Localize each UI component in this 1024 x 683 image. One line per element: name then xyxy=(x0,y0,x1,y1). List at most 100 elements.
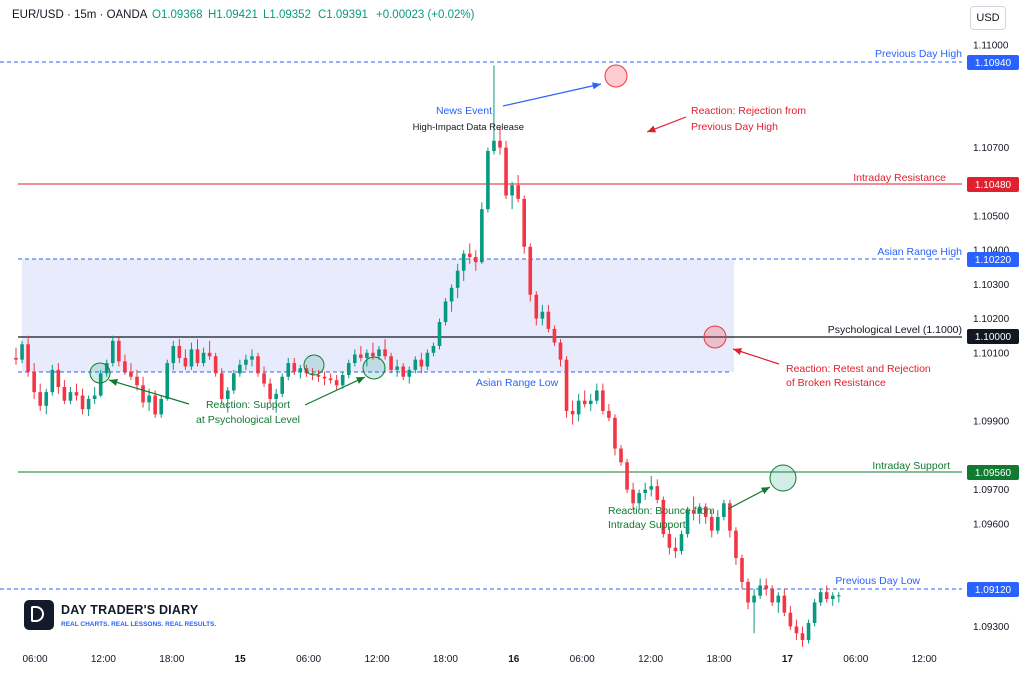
candle-body xyxy=(752,595,756,603)
candle-body xyxy=(570,410,575,415)
bounce-annotation-line2: Intraday Support xyxy=(608,519,686,531)
psychological-level-label: Psychological Level (1.1000) xyxy=(828,324,962,336)
candle-body xyxy=(800,633,805,641)
candle-body xyxy=(637,493,641,504)
candle-body xyxy=(601,390,605,411)
symbol-title: EUR/USD · 15m · OANDA xyxy=(12,9,148,21)
candle-body xyxy=(20,344,24,360)
candle-body xyxy=(588,400,593,405)
candle-body xyxy=(534,294,539,319)
candle-body xyxy=(740,558,744,582)
candle-body xyxy=(812,602,817,623)
candle-body xyxy=(480,209,484,263)
bounce-marker xyxy=(769,464,797,492)
candle-body xyxy=(576,400,581,415)
candle-body xyxy=(286,363,291,377)
asian-range-low-label: Asian Range Low xyxy=(476,377,559,389)
candle-body xyxy=(546,311,551,329)
support-marker-3 xyxy=(362,356,386,380)
price-tick-label: 1.11000 xyxy=(973,41,1009,52)
candle-body xyxy=(353,354,357,364)
candle-body xyxy=(80,395,85,410)
candle-body xyxy=(734,530,738,558)
annotations: News Event High-Impact Data Release Reac… xyxy=(196,105,931,531)
candle-body xyxy=(461,253,466,271)
candle-body xyxy=(467,253,472,258)
price-tick-label: 1.10300 xyxy=(973,280,1010,291)
level-name-labels: Previous Day High Intraday Resistance As… xyxy=(476,48,962,587)
candle-body xyxy=(407,369,412,377)
candle-body xyxy=(474,257,478,263)
candle-body xyxy=(141,385,145,403)
support-badge-text: 1.09560 xyxy=(975,468,1012,479)
candle-body xyxy=(413,359,418,370)
candle-body xyxy=(177,345,182,358)
bounce-annotation-line1: Reaction: Bounce from xyxy=(608,505,715,517)
intraday-support-label: Intraday Support xyxy=(872,460,950,472)
candle-body xyxy=(837,595,841,597)
candle-body xyxy=(62,387,67,401)
candle-body xyxy=(758,585,762,596)
candle-body xyxy=(625,462,629,490)
candle-body xyxy=(104,363,109,374)
candle-body xyxy=(274,393,278,399)
candle-body xyxy=(401,366,405,377)
candle-body xyxy=(310,373,315,376)
candle-body xyxy=(419,359,424,367)
pdh-badge-text: 1.10940 xyxy=(975,58,1012,69)
candle-body xyxy=(292,363,297,372)
candle-body xyxy=(655,486,660,500)
candle-body xyxy=(316,375,321,377)
pdh-rejection-line2: Previous Day High xyxy=(691,121,778,133)
candle-body xyxy=(631,489,635,504)
candle-body xyxy=(522,198,526,247)
candle-body xyxy=(26,344,30,372)
ohlc-open: O1.09368 xyxy=(152,9,203,21)
candle-body xyxy=(443,301,448,323)
candle-body xyxy=(437,322,442,346)
candle-body xyxy=(129,371,133,377)
candle-body xyxy=(262,373,266,384)
time-tick-label: 06:00 xyxy=(843,654,868,665)
candle-body xyxy=(346,363,351,376)
ohlc-low: L1.09352 xyxy=(263,9,311,21)
candle-body xyxy=(225,390,230,399)
pdh-rejection-arrow xyxy=(646,116,687,133)
candle-body xyxy=(806,622,811,641)
candle-body xyxy=(818,592,823,603)
previous-day-low-label: Previous Day Low xyxy=(835,575,920,587)
candle-body xyxy=(528,246,533,295)
candle-body xyxy=(830,595,835,600)
candle-body xyxy=(788,612,793,627)
candle-body xyxy=(256,356,260,374)
reaction-markers xyxy=(89,64,797,492)
retest-marker xyxy=(703,325,727,349)
time-tick-label: 17 xyxy=(782,654,794,665)
candle-body xyxy=(552,328,557,343)
candle-body xyxy=(365,352,369,358)
candle-body xyxy=(268,383,272,399)
candle-body xyxy=(92,395,97,399)
candle-body xyxy=(431,345,436,353)
candle-body xyxy=(322,376,327,379)
candle-body xyxy=(117,340,121,362)
time-tick-label: 18:00 xyxy=(433,654,458,665)
candle-body xyxy=(98,373,103,396)
price-tick-label: 1.10100 xyxy=(973,348,1010,359)
asian-range-high-label: Asian Range High xyxy=(877,246,962,258)
candle-body xyxy=(709,516,714,531)
candle-body xyxy=(540,311,545,319)
candle-body xyxy=(673,547,678,552)
candle-body xyxy=(250,356,254,360)
candle-body xyxy=(498,140,502,148)
time-tick-label: 16 xyxy=(508,654,520,665)
price-tick-label: 1.09700 xyxy=(973,485,1010,496)
brand-logo-d-icon xyxy=(31,606,44,622)
time-tick-label: 15 xyxy=(235,654,247,665)
time-tick-label: 06:00 xyxy=(296,654,321,665)
candle-body xyxy=(195,349,200,364)
candle-body xyxy=(238,364,242,374)
candle-body xyxy=(56,369,61,387)
level-lines xyxy=(0,61,962,590)
currency-button[interactable]: USD xyxy=(970,6,1006,30)
